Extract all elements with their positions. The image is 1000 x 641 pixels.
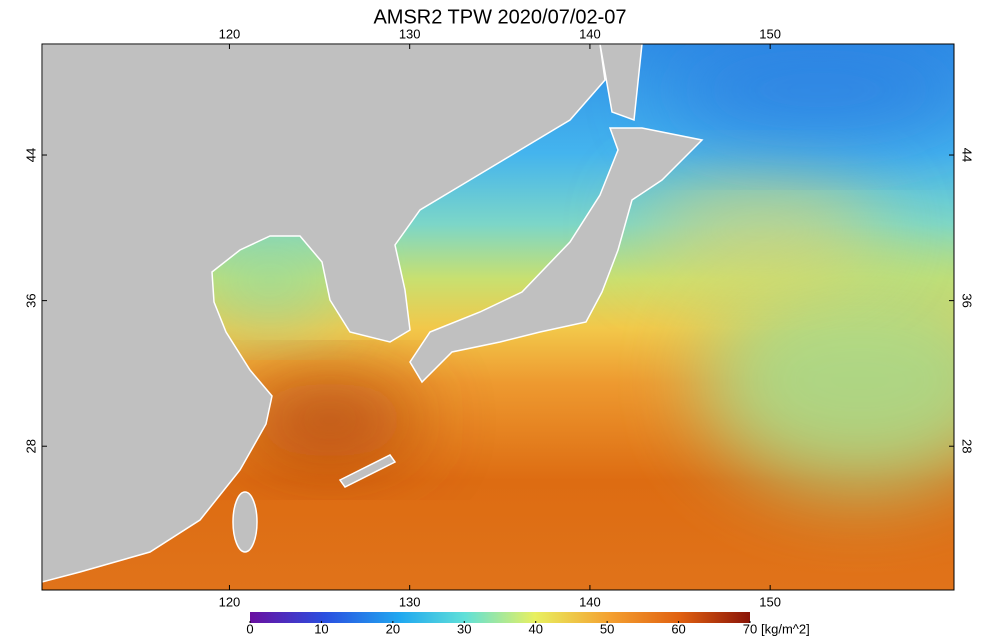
- colorbar-tick-label: 30: [457, 621, 471, 636]
- lon-label-bottom: 150: [759, 594, 781, 609]
- title: AMSR2 TPW 2020/07/02-07: [373, 6, 626, 28]
- lat-label-left: 36: [23, 293, 38, 307]
- lat-label-left: 28: [23, 439, 38, 453]
- map-frame: [41, 43, 955, 591]
- colorbar-tick-label: 40: [528, 621, 542, 636]
- lon-label-bottom: 130: [399, 594, 421, 609]
- colorbar-tick-label: 60: [671, 621, 685, 636]
- lat-label-left: 44: [23, 148, 38, 162]
- colorbar-tick-label: 50: [600, 621, 614, 636]
- lon-label-top: 130: [399, 26, 421, 41]
- colorbar-tick-label: 70: [743, 621, 757, 636]
- colorbar-unit: [kg/m^2]: [761, 621, 810, 636]
- colorbar-tick-label: 10: [314, 621, 328, 636]
- colorbar-tick-label: 20: [386, 621, 400, 636]
- colorbar: [250, 612, 750, 623]
- colorbar-tick-label: 0: [246, 621, 253, 636]
- map-area: [42, 44, 954, 590]
- lat-label-right: 36: [960, 293, 975, 307]
- lon-label-top: 140: [579, 26, 601, 41]
- lon-label-bottom: 120: [219, 594, 241, 609]
- lon-label-bottom: 140: [579, 594, 601, 609]
- lat-label-right: 28: [960, 439, 975, 453]
- lon-label-top: 150: [759, 26, 781, 41]
- lon-label-top: 120: [219, 26, 241, 41]
- lat-label-right: 44: [960, 148, 975, 162]
